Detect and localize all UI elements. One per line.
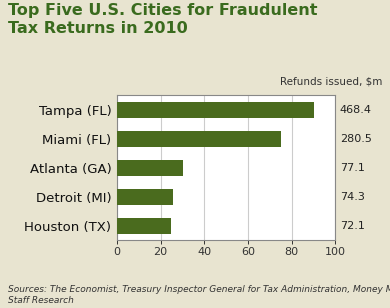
Bar	[117, 102, 314, 118]
Bar	[117, 131, 281, 147]
Text: Refunds issued, $m: Refunds issued, $m	[280, 76, 382, 86]
Text: 468.4: 468.4	[340, 105, 372, 115]
Text: 77.1: 77.1	[340, 163, 365, 173]
Text: Top Five U.S. Cities for Fraudulent
Tax Returns in 2010: Top Five U.S. Cities for Fraudulent Tax …	[8, 3, 317, 36]
Text: Sources: The Economist, Treasury Inspector General for Tax Administration, Money: Sources: The Economist, Treasury Inspect…	[8, 285, 390, 305]
Text: 72.1: 72.1	[340, 221, 365, 231]
Text: 280.5: 280.5	[340, 134, 372, 144]
Bar	[117, 218, 170, 234]
Bar	[117, 189, 173, 205]
Bar	[117, 160, 183, 176]
Text: 74.3: 74.3	[340, 192, 365, 202]
